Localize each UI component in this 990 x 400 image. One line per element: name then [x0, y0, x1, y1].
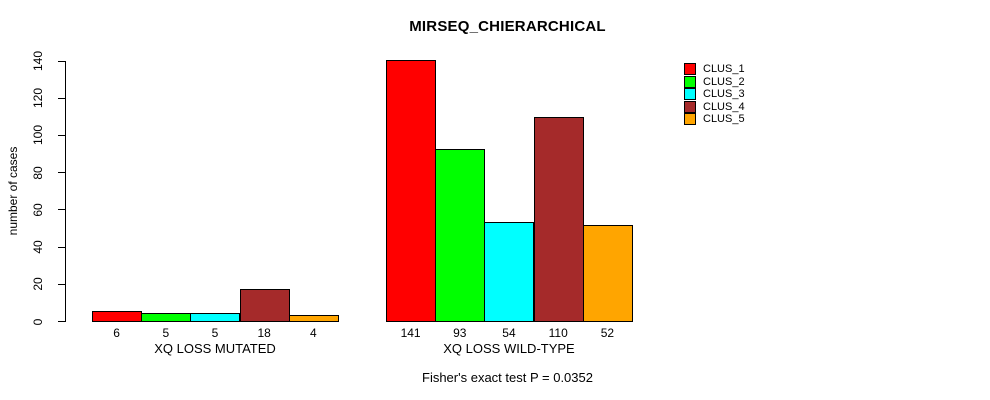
bar-clus_1: [386, 60, 436, 322]
bar-clus_2: [141, 313, 191, 322]
y-tick-label: 20: [31, 277, 45, 291]
bar-clus_3: [190, 313, 240, 322]
y-axis-line: [65, 61, 66, 322]
legend-label: CLUS_4: [703, 100, 745, 113]
bar-clus_3: [484, 222, 534, 322]
legend-swatch-icon: [684, 100, 696, 113]
bar-value-label: 5: [162, 326, 170, 340]
bar-clus_5: [583, 225, 633, 322]
legend-label: CLUS_2: [703, 75, 745, 88]
y-tick-label: 0: [31, 318, 45, 325]
bar-value-label: 6: [113, 326, 120, 340]
bar-group: [386, 60, 633, 322]
bar-clus_4: [534, 117, 584, 322]
y-tick-label: 100: [31, 125, 45, 146]
y-tick-mark: [58, 321, 65, 322]
bar-clus_5: [289, 315, 339, 322]
y-tick-mark: [58, 172, 65, 174]
y-axis-label: number of cases: [6, 146, 20, 236]
y-tick-mark: [58, 246, 65, 248]
bar-value-label: 5: [211, 326, 219, 340]
bar-clus_2: [435, 149, 485, 322]
y-tick-mark: [58, 134, 65, 136]
y-tick-label: 60: [31, 203, 45, 217]
y-tick-label: 140: [31, 50, 45, 72]
bar-clus_1: [92, 311, 142, 322]
bar-clus_4: [240, 289, 290, 322]
bar-value-label: 4: [310, 326, 317, 340]
y-tick-label: 80: [31, 165, 45, 180]
y-tick-mark: [58, 209, 65, 211]
bar-group: [92, 60, 339, 322]
bar-value-label: 18: [257, 326, 271, 340]
annotation-text: Fisher's exact test P = 0.0352: [422, 370, 593, 385]
y-tick-mark: [58, 60, 65, 62]
y-tick-label: 40: [31, 240, 45, 254]
legend-swatch-icon: [684, 88, 696, 100]
legend-swatch-icon: [684, 63, 696, 75]
bar-value-label: 141: [400, 326, 421, 340]
legend-swatch-icon: [684, 75, 696, 88]
chart-title: MIRSEQ_CHIERARCHICAL: [409, 18, 606, 35]
group-x-label: XQ LOSS WILD-TYPE: [443, 341, 575, 356]
bar-value-label: 93: [453, 326, 467, 340]
legend-label: CLUS_1: [703, 63, 745, 75]
bar-value-label: 52: [600, 326, 615, 340]
group-x-label: XQ LOSS MUTATED: [154, 341, 276, 356]
bar-value-label: 110: [548, 326, 568, 340]
legend-label: CLUS_3: [703, 88, 745, 100]
legend-swatch-icon: [684, 113, 696, 125]
y-tick-mark: [58, 283, 65, 285]
legend-label: CLUS_5: [703, 113, 745, 125]
bar-value-label: 54: [502, 326, 516, 340]
y-tick-mark: [58, 97, 65, 99]
y-tick-label: 120: [31, 88, 45, 109]
